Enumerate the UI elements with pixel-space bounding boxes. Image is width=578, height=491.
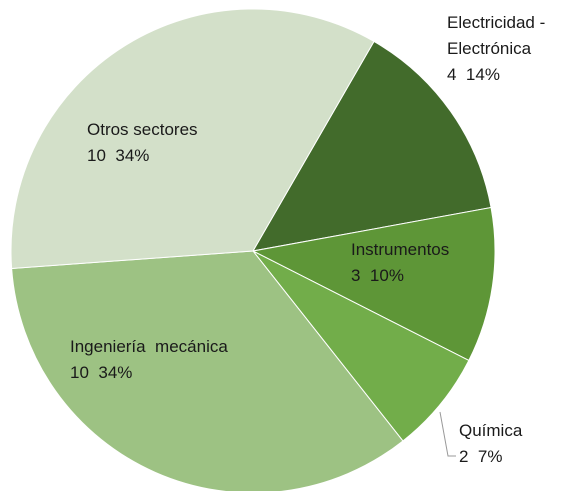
percent-label: 10% <box>369 266 404 285</box>
pie-slice <box>11 250 404 491</box>
category-label: Instrumentos <box>351 240 450 259</box>
slice-label: Química 2 7% <box>459 418 569 470</box>
category-label: Otros sectores <box>87 120 198 139</box>
category-label: Ingeniería mecánica <box>70 337 228 356</box>
value-row: 3 10% <box>351 263 501 289</box>
category-label: Química <box>459 421 523 440</box>
percent-label: 7% <box>477 447 503 466</box>
value-label: 4 <box>447 65 457 84</box>
category-label: Electricidad - Electrónica <box>447 13 550 58</box>
percent-label: 34% <box>115 146 150 165</box>
slice-label: Electricidad - Electrónica 4 14% <box>447 10 578 88</box>
slice-label: Otros sectores 10 34% <box>87 117 267 169</box>
value-label: 10 <box>87 146 106 165</box>
value-row: 10 34% <box>70 360 300 386</box>
pie-slice <box>252 250 470 442</box>
leader-line <box>439 411 456 457</box>
value-label: 10 <box>70 363 89 382</box>
percent-label: 14% <box>465 65 500 84</box>
value-row: 2 7% <box>459 444 569 470</box>
value-row: 10 34% <box>87 143 267 169</box>
pie-slice <box>252 40 492 252</box>
slice-label: Ingeniería mecánica 10 34% <box>70 334 300 386</box>
percent-label: 34% <box>98 363 133 382</box>
slice-label: Instrumentos 3 10% <box>351 237 501 289</box>
pie-slice <box>10 8 375 269</box>
value-row: 4 14% <box>447 62 578 88</box>
value-label: 2 <box>459 447 469 466</box>
value-label: 3 <box>351 266 361 285</box>
pie-slice <box>251 206 496 362</box>
